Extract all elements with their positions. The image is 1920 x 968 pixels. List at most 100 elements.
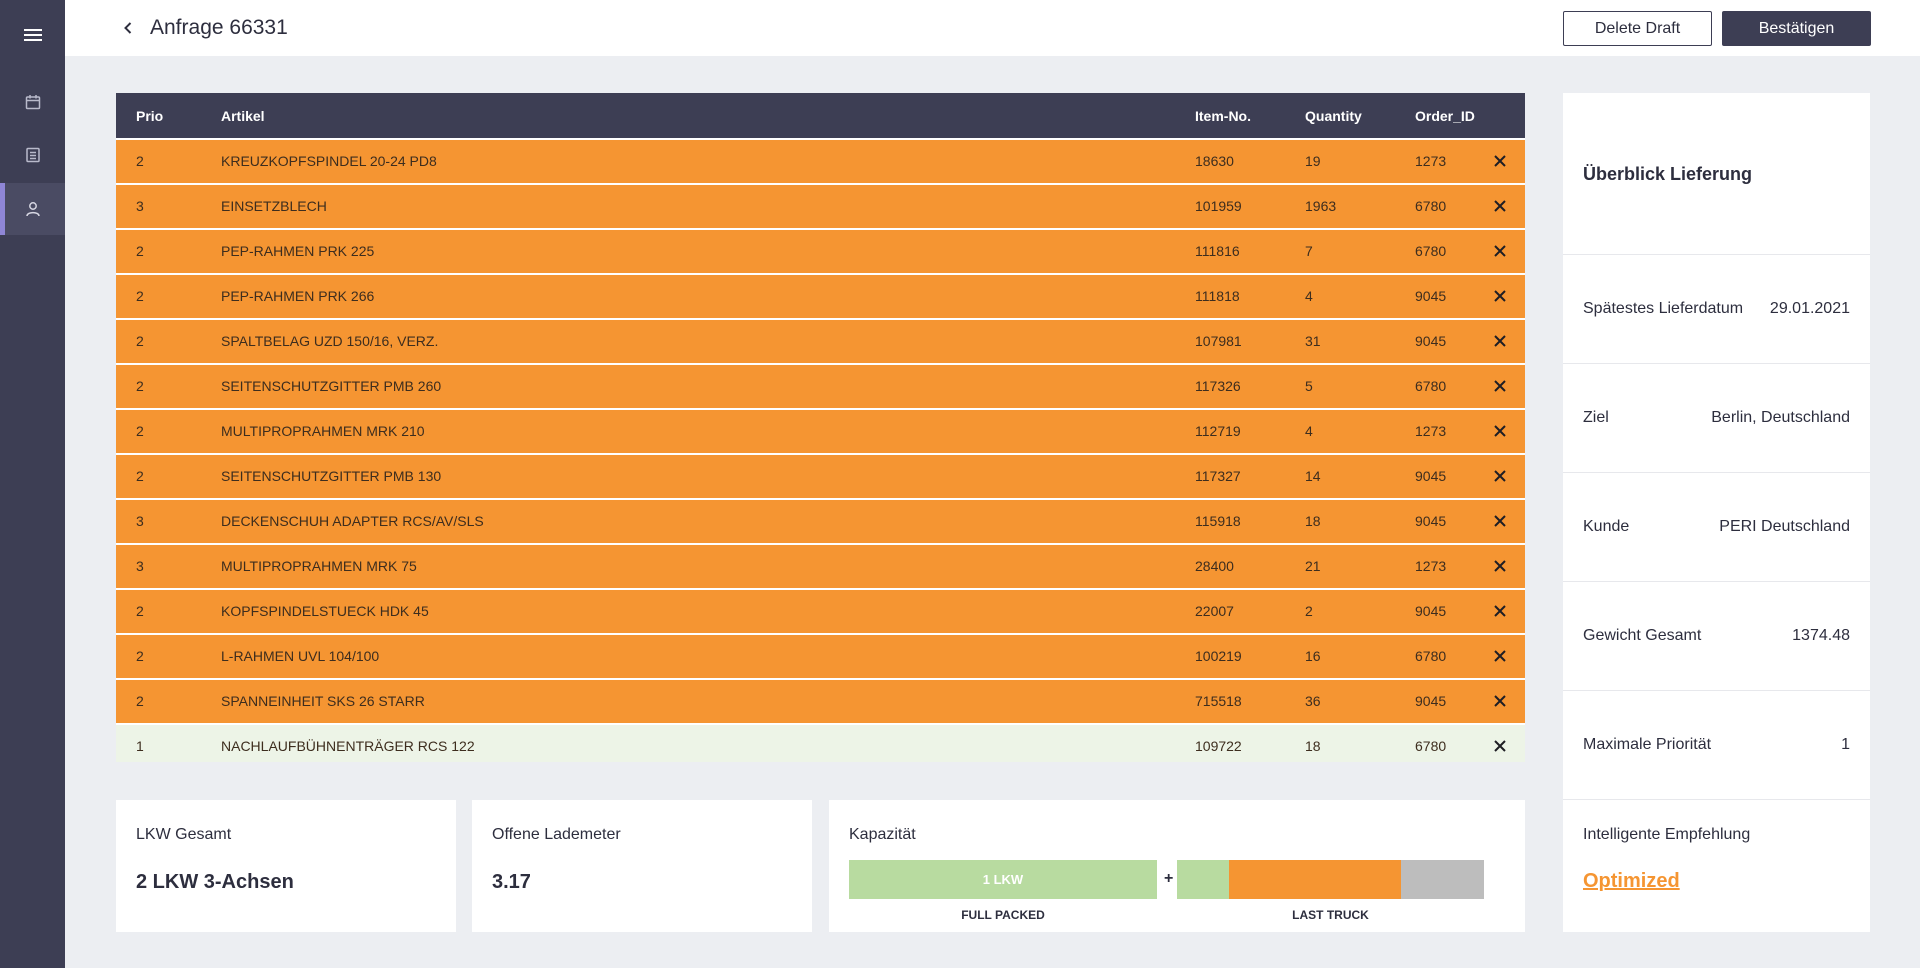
capacity-card: Kapazität 1 LKW + FULL PACKED LAST TRUCK [829,800,1525,932]
close-icon [1494,470,1506,482]
table-row[interactable]: 1 NACHLAUFBÜHNENTRÄGER RCS 122 109722 18 678… [116,725,1525,762]
lkw-total-label: LKW Gesamt [136,826,232,843]
close-icon [1494,425,1506,437]
close-icon [1494,695,1506,707]
cell-item-no: 100219 [1195,648,1242,664]
table-row[interactable]: 3 MULTIPROPRAHMEN MRK 75 28400 21 1273 [116,545,1525,588]
column-header-prio[interactable]: Prio [136,108,164,124]
cell-order-id: 6780 [1415,243,1447,259]
cell-artikel: L-RAHMEN UVL 104/100 [221,648,380,664]
cell-prio: 2 [136,378,144,394]
table-row[interactable]: 2 PEP-RAHMEN PRK 266 111818 4 9045 [116,275,1525,318]
cell-order-id: 6780 [1415,648,1447,664]
cell-quantity: 4 [1305,423,1313,439]
remove-row-button[interactable] [1490,736,1510,756]
cell-prio: 2 [136,423,144,439]
lkw-total-value: 2 LKW 3-Achsen [136,871,294,893]
close-icon [1494,335,1506,347]
remove-row-button[interactable] [1490,601,1510,621]
cell-quantity: 16 [1305,648,1321,664]
remove-row-button[interactable] [1490,286,1510,306]
remove-row-button[interactable] [1490,556,1510,576]
capacity-label: Kapazität [849,826,916,843]
table-row[interactable]: 2 KOPFSPINDELSTUECK HDK 45 22007 2 9045 [116,590,1525,633]
column-header-quantity[interactable]: Quantity [1305,108,1362,124]
cell-artikel: PEP-RAHMEN PRK 225 [221,243,375,259]
cell-order-id: 6780 [1415,198,1447,214]
cell-order-id: 9045 [1415,468,1447,484]
overview-value: 1374.48 [1792,627,1850,644]
cell-artikel: EINSETZBLECH [221,198,327,214]
overview-row-destination: Ziel Berlin, Deutschland [1563,364,1870,473]
remove-row-button[interactable] [1490,241,1510,261]
cell-prio: 2 [136,468,144,484]
remove-row-button[interactable] [1490,151,1510,171]
overview-label: Ziel [1583,409,1609,426]
lkw-total-card: LKW Gesamt 2 LKW 3-Achsen [116,800,456,932]
back-button[interactable] [116,16,140,40]
cell-order-id: 9045 [1415,513,1447,529]
cell-prio: 1 [136,738,144,754]
remove-row-button[interactable] [1490,511,1510,531]
cell-artikel: KREUZKOPFSPINDEL 20-24 PD8 [221,153,437,169]
cell-quantity: 19 [1305,153,1321,169]
chevron-left-icon [124,22,132,34]
overview-label: Kunde [1583,518,1630,535]
cell-quantity: 14 [1305,468,1321,484]
cell-quantity: 2 [1305,603,1313,619]
sidebar-item-list[interactable] [0,129,65,181]
remove-row-button[interactable] [1490,466,1510,486]
cell-artikel: NACHLAUFBÜHNENTRÄGER RCS 122 [221,738,475,754]
table-row[interactable]: 2 PEP-RAHMEN PRK 225 111816 7 6780 [116,230,1525,273]
sidebar-item-calendar[interactable] [0,76,65,128]
table-row[interactable]: 2 SEITENSCHUTZGITTER PMB 130 117327 14 9045 [116,455,1525,498]
last-truck-segment-loaded [1177,860,1230,899]
cell-order-id: 9045 [1415,288,1447,304]
remove-row-button[interactable] [1490,376,1510,396]
remove-row-button[interactable] [1490,691,1510,711]
column-header-order-id[interactable]: Order_ID [1415,108,1475,124]
cell-item-no: 112719 [1195,423,1241,439]
table-row[interactable]: 2 SEITENSCHUTZGITTER PMB 260 117326 5 6780 [116,365,1525,408]
table-row[interactable]: 2 MULTIPROPRAHMEN MRK 210 112719 4 1273 [116,410,1525,453]
table-row[interactable]: 2 SPALTBELAG UZD 150/16, VERZ. 107981 31 904… [116,320,1525,363]
table-row[interactable]: 2 L-RAHMEN UVL 104/100 100219 16 6780 [116,635,1525,678]
confirm-button[interactable]: Bestätigen [1722,11,1871,46]
cell-order-id: 1273 [1415,558,1447,574]
cell-artikel: PEP-RAHMEN PRK 266 [221,288,375,304]
remove-row-button[interactable] [1490,421,1510,441]
cell-item-no: 115918 [1195,513,1241,529]
cell-artikel: MULTIPROPRAHMEN MRK 75 [221,558,417,574]
cell-artikel: DECKENSCHUH ADAPTER RCS/AV/SLS [221,513,484,529]
remove-row-button[interactable] [1490,331,1510,351]
column-header-artikel[interactable]: Artikel [221,108,265,124]
recommendation-link[interactable]: Optimized [1583,870,1680,892]
remove-row-button[interactable] [1490,196,1510,216]
menu-button[interactable] [0,9,65,61]
list-icon [25,147,40,163]
table-row[interactable]: 3 DECKENSCHUH ADAPTER RCS/AV/SLS 115918 18 9… [116,500,1525,543]
full-packed-bar: 1 LKW [849,860,1157,899]
table-row[interactable]: 3 EINSETZBLECH 101959 1963 6780 [116,185,1525,228]
cell-item-no: 28400 [1195,558,1234,574]
overview-value: 1 [1841,736,1850,753]
top-bar: Anfrage 66331 Delete Draft Bestätigen [65,0,1920,56]
close-icon [1494,290,1506,302]
cell-prio: 3 [136,513,144,529]
delete-draft-button[interactable]: Delete Draft [1563,11,1712,46]
table-row[interactable]: 2 KREUZKOPFSPINDEL 20-24 PD8 18630 19 1273 [116,140,1525,183]
column-header-item-no[interactable]: Item-No. [1195,108,1251,124]
table-row[interactable]: 2 SPANNEINHEIT SKS 26 STARR 715518 36 9045 [116,680,1525,723]
cell-item-no: 109722 [1195,738,1242,754]
cell-prio: 2 [136,153,144,169]
cell-artikel: SEITENSCHUTZGITTER PMB 260 [221,378,442,394]
full-packed-caption: FULL PACKED [961,908,1045,922]
cell-artikel: SPALTBELAG UZD 150/16, VERZ. [221,333,439,349]
open-lademeter-label: Offene Lademeter [492,826,621,843]
remove-row-button[interactable] [1490,646,1510,666]
overview-row-weight: Gewicht Gesamt 1374.48 [1563,582,1870,691]
close-icon [1494,650,1506,662]
cell-quantity: 31 [1305,333,1321,349]
overview-header: Überblick Lieferung [1563,93,1870,255]
sidebar-item-user[interactable] [0,183,65,235]
